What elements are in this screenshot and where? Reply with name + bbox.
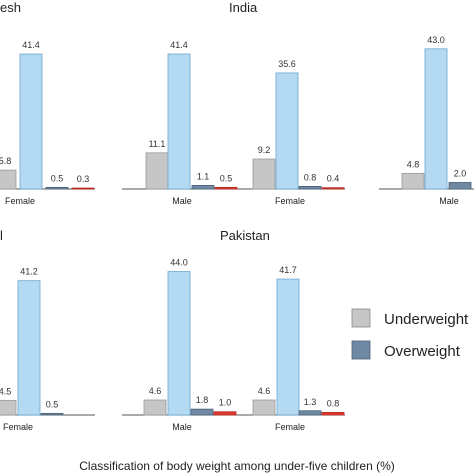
bar-underweight — [0, 399, 17, 416]
data-label-underweight: 11.1 — [149, 139, 166, 149]
bar-wasting — [276, 278, 300, 416]
panel-bangladesh: esh — [0, 0, 21, 15]
group-label: Male — [172, 422, 192, 432]
bar-underweight — [145, 152, 169, 190]
bar-wasting — [19, 53, 43, 190]
data-label-overweight: 1.3 — [304, 397, 317, 407]
data-label-obese: 0.8 — [327, 398, 340, 408]
panel-title: l — [0, 228, 3, 243]
bar-wasting — [17, 280, 41, 416]
bar-wasting — [167, 53, 191, 190]
data-label-underweight: 4.8 — [407, 159, 420, 169]
data-label-overweight: 0.5 — [51, 173, 64, 183]
bar-obese — [214, 186, 238, 190]
bar-overweight — [45, 186, 69, 190]
group-label: Male — [439, 196, 459, 206]
data-label-underweight: 4.5 — [0, 386, 11, 396]
data-label-wasting: 44.0 — [170, 258, 188, 268]
data-label-underweight: 4.6 — [258, 386, 271, 396]
panel-title: India — [229, 0, 258, 15]
bar-wasting — [167, 271, 191, 416]
bar-underweight — [0, 169, 17, 190]
legend-swatch-underweight — [351, 308, 371, 328]
bar-overweight — [448, 182, 472, 190]
bar-overweight — [298, 185, 322, 190]
bar-underweight — [252, 158, 276, 190]
bar-obese — [321, 187, 345, 190]
bar-obese — [71, 187, 95, 190]
bar-underweight — [252, 399, 276, 416]
bar-underweight — [401, 172, 425, 190]
bar-obese — [321, 411, 345, 416]
data-label-wasting: 35.6 — [278, 59, 296, 69]
legend: Underweight Overweight — [351, 308, 469, 360]
data-label-wasting: 41.2 — [20, 267, 38, 277]
data-label-underweight: 9.2 — [258, 145, 271, 155]
data-label-overweight: 2.0 — [454, 168, 467, 178]
group-label: Female — [5, 196, 35, 206]
bar-obese — [213, 411, 237, 416]
bar-overweight — [298, 410, 322, 416]
panel-all: l — [0, 228, 3, 243]
data-label-wasting: 43.0 — [427, 35, 445, 45]
data-label-obese: 0.3 — [77, 174, 90, 184]
bar-overweight — [191, 185, 215, 190]
panel-title: Pakistan — [220, 228, 270, 243]
data-label-obese: 1.0 — [219, 398, 232, 408]
data-label-overweight: 1.8 — [196, 395, 209, 405]
data-label-overweight: 0.8 — [304, 172, 317, 182]
group-label: Female — [3, 422, 33, 432]
data-label-obese: 0.4 — [327, 174, 340, 184]
data-label-overweight: 0.5 — [46, 399, 59, 409]
bar-underweight — [143, 399, 167, 416]
panel-india: India — [229, 0, 258, 15]
x-axis-label: Classification of body weight among unde… — [79, 459, 395, 473]
bar-overweight — [190, 408, 214, 416]
data-label-wasting: 41.4 — [170, 40, 188, 50]
data-label-underweight: 5.8 — [0, 156, 11, 166]
group-label: Female — [275, 422, 305, 432]
group-label: Male — [172, 196, 192, 206]
legend-label-underweight: Underweight — [384, 311, 469, 328]
panel-title: esh — [0, 0, 21, 15]
group-label: Female — [275, 196, 305, 206]
panel-pakistan: Pakistan — [220, 228, 270, 243]
bar-wasting — [424, 48, 448, 190]
legend-label-overweight: Overweight — [384, 343, 461, 360]
bar-overweight — [40, 412, 64, 416]
data-label-obese: 0.5 — [220, 173, 233, 183]
data-label-wasting: 41.4 — [22, 40, 40, 50]
data-label-wasting: 41.7 — [279, 265, 297, 275]
data-label-underweight: 4.6 — [149, 386, 162, 396]
bar-wasting — [275, 72, 299, 190]
legend-swatch-overweight — [351, 340, 371, 360]
data-label-overweight: 1.1 — [197, 171, 210, 181]
